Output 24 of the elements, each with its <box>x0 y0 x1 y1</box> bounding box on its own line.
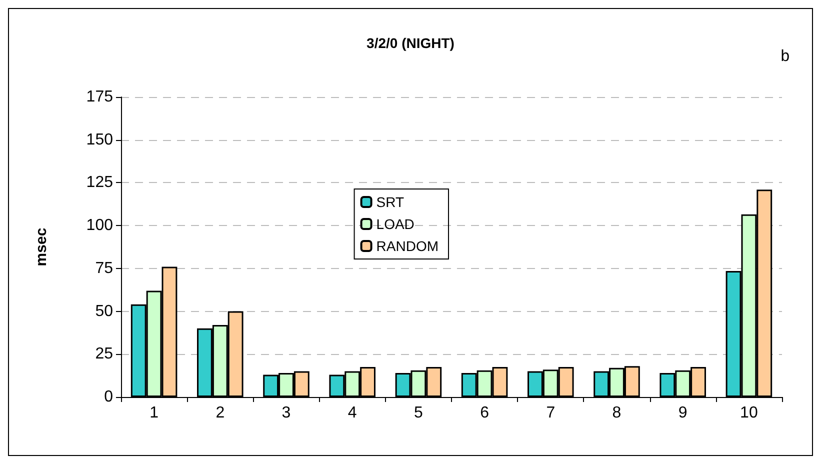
chart-title: 3/2/0 (NIGHT) <box>366 35 454 51</box>
y-tick-label: 125 <box>86 174 114 192</box>
x-tick-label: 7 <box>546 404 556 422</box>
x-tick-label: 8 <box>612 404 622 422</box>
text: b <box>780 48 790 66</box>
x-tick-label: 5 <box>414 404 423 422</box>
y-tick-label: 75 <box>95 260 114 277</box>
x-tick-label: 9 <box>678 404 688 422</box>
legend-label: LOAD <box>376 216 414 232</box>
legend-label: RANDOM <box>376 238 439 254</box>
y-tick-label: 175 <box>86 88 114 106</box>
x-tick-label: 2 <box>216 404 225 422</box>
y-tick-label: 25 <box>95 346 114 363</box>
legend-label: SRT <box>376 194 404 210</box>
x-tick-label: 1 <box>150 404 159 422</box>
y-tick-label: 0 <box>104 388 114 406</box>
x-tick-label: 10 <box>740 404 758 422</box>
y-tick-label: 100 <box>86 217 114 234</box>
x-tick-label: 3 <box>282 404 291 422</box>
y-axis-title: msec <box>33 228 50 266</box>
x-tick-label: 6 <box>480 404 490 422</box>
y-tick-label: 50 <box>95 302 114 320</box>
y-tick-label: 150 <box>86 131 114 148</box>
x-tick-label: 4 <box>348 404 357 422</box>
